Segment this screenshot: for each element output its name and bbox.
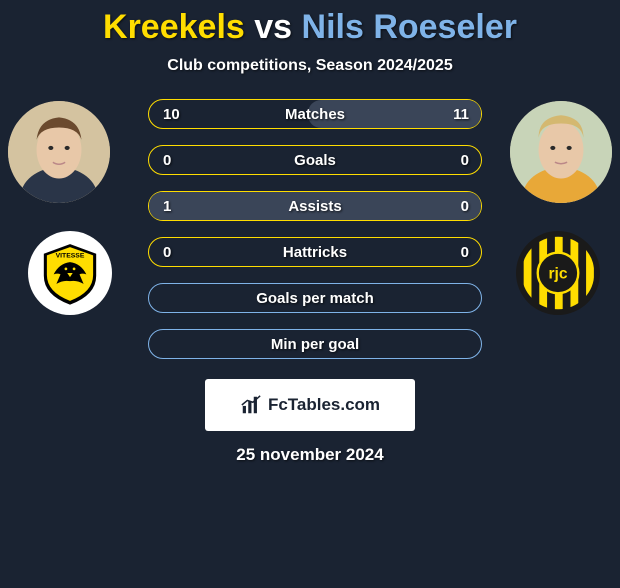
stat-row: 10 Matches 11 xyxy=(148,99,482,129)
stat-row: Min per goal xyxy=(148,329,482,359)
stats-column: 10 Matches 11 0 Goals 0 1 Assists 0 0 Hattricks 0 Go… xyxy=(148,99,482,359)
stat-value-left: 0 xyxy=(163,244,171,261)
stat-label: Assists xyxy=(288,198,341,215)
stats-area: VITESSE rjc xyxy=(10,99,610,369)
roda-badge-icon: rjc xyxy=(519,234,597,312)
stat-value-right: 0 xyxy=(461,152,469,169)
stat-row: 1 Assists 0 xyxy=(148,191,482,221)
team1-logo: VITESSE xyxy=(28,231,112,315)
player2-face-icon xyxy=(510,101,612,203)
stat-value-right: 11 xyxy=(453,106,469,123)
title-player1: Kreekels xyxy=(103,8,245,46)
player1-photo xyxy=(8,101,110,203)
team2-logo: rjc xyxy=(516,231,600,315)
title-player2: Nils Roeseler xyxy=(302,8,517,46)
stat-value-right: 0 xyxy=(461,198,469,215)
player1-face-icon xyxy=(8,101,110,203)
stat-label: Goals per match xyxy=(256,290,374,307)
chart-icon xyxy=(240,394,262,416)
stat-label: Matches xyxy=(285,106,345,123)
title-vs: vs xyxy=(245,8,302,46)
stat-row: Goals per match xyxy=(148,283,482,313)
stat-value-left: 10 xyxy=(163,106,180,123)
roda-label: rjc xyxy=(548,265,567,282)
player2-photo xyxy=(510,101,612,203)
brand-text: FcTables.com xyxy=(268,395,380,415)
stat-row: 0 Goals 0 xyxy=(148,145,482,175)
comparison-card: Kreekels vs Nils Roeseler Club competiti… xyxy=(0,8,620,465)
svg-text:VITESSE: VITESSE xyxy=(56,252,85,259)
subtitle: Club competitions, Season 2024/2025 xyxy=(10,57,610,75)
vitesse-badge-icon: VITESSE xyxy=(36,239,104,307)
stat-label: Min per goal xyxy=(271,336,359,353)
stat-value-left: 1 xyxy=(163,198,171,215)
page-title: Kreekels vs Nils Roeseler xyxy=(10,8,610,47)
stat-label: Hattricks xyxy=(283,244,347,261)
stat-label: Goals xyxy=(294,152,336,169)
stat-row: 0 Hattricks 0 xyxy=(148,237,482,267)
brand-badge[interactable]: FcTables.com xyxy=(205,379,415,431)
stat-value-left: 0 xyxy=(163,152,171,169)
stat-value-right: 0 xyxy=(461,244,469,261)
date-text: 25 november 2024 xyxy=(10,445,610,465)
